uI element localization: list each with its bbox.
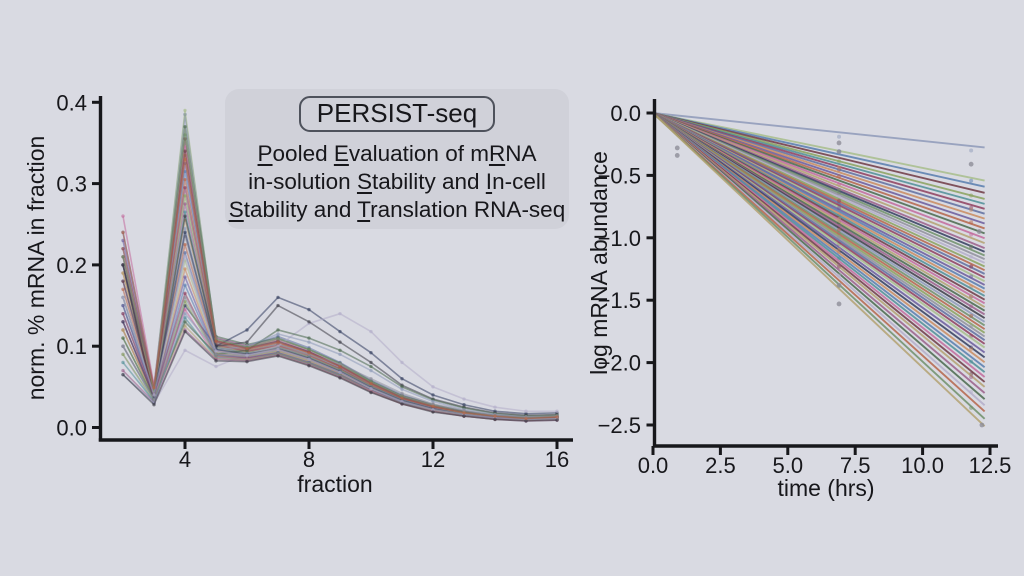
persist-seq-tagline: Pooled Evaluation of mRNA in-solution Sta…: [225, 140, 569, 224]
tagline-line: Stability and Translation RNA-seq: [228, 197, 566, 222]
svg-text:12: 12: [421, 447, 445, 472]
svg-text:10.0: 10.0: [901, 453, 944, 478]
svg-text:5.0: 5.0: [773, 453, 804, 478]
svg-text:7.5: 7.5: [840, 453, 871, 478]
svg-text:8: 8: [303, 447, 315, 472]
left-yaxis-label: norm. % mRNA in fraction: [23, 136, 49, 401]
tagline-line: in-solution Stability and In-cell: [248, 169, 546, 194]
polysome-profile-plot: 0.0 0.1 0.2 0.3 0.4 4 8 12 16: [56, 90, 573, 472]
svg-text:12.5: 12.5: [969, 453, 1012, 478]
svg-text:−2.5: −2.5: [598, 413, 641, 438]
left-xaxis-label: fraction: [297, 471, 372, 497]
svg-text:0.0: 0.0: [56, 416, 87, 441]
svg-text:4: 4: [179, 447, 191, 472]
svg-text:−1.0: −1.0: [598, 226, 641, 251]
right-yaxis-label: log mRNA abundance: [586, 151, 612, 375]
svg-text:2.5: 2.5: [705, 453, 736, 478]
svg-text:16: 16: [545, 447, 569, 472]
svg-text:0.4: 0.4: [56, 90, 87, 115]
svg-text:−1.5: −1.5: [598, 288, 641, 313]
persist-seq-title: PERSIST-seq: [316, 98, 478, 128]
svg-text:−0.5: −0.5: [598, 163, 641, 188]
svg-text:0.0: 0.0: [638, 453, 669, 478]
persist-seq-badge: PERSIST-seq: [298, 96, 496, 132]
svg-text:−2.0: −2.0: [598, 351, 641, 376]
mrna-decay-plot: 0.0 −0.5 −1.0 −1.5 −2.0 −2.5 0.0 2.5 5.0 7.5 10.0 1…: [598, 99, 1012, 478]
svg-text:0.1: 0.1: [56, 334, 87, 359]
tagline-line: Pooled Evaluation of mRNA: [257, 141, 537, 166]
right-xaxis-label: time (hrs): [777, 475, 874, 501]
persist-seq-title-box: PERSIST-seq Pooled Evaluation of mRNA in-…: [225, 89, 569, 229]
svg-text:0.2: 0.2: [56, 253, 87, 278]
svg-text:0.0: 0.0: [610, 101, 641, 126]
svg-text:0.3: 0.3: [56, 172, 87, 197]
